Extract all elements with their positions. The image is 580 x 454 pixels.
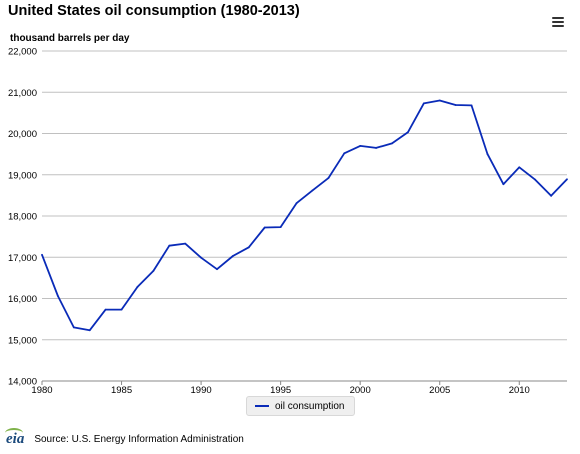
legend-item-oil-consumption[interactable]: oil consumption	[246, 396, 356, 416]
data-point	[343, 152, 346, 155]
y-tick-label: 17,000	[8, 253, 37, 264]
data-point	[41, 253, 43, 256]
data-point	[454, 104, 457, 106]
data-point	[295, 202, 298, 205]
data-point	[502, 183, 505, 186]
y-tick-label: 18,000	[8, 212, 37, 223]
chart-title: United States oil consumption (1980-2013…	[8, 3, 300, 19]
y-tick-label: 19,000	[8, 170, 37, 181]
x-tick-label: 2005	[429, 385, 450, 396]
data-point	[57, 295, 59, 297]
x-tick-label: 1985	[111, 385, 132, 396]
y-axis-label: thousand barrels per day	[10, 33, 130, 44]
data-point	[438, 99, 441, 102]
data-point	[72, 326, 75, 329]
data-point	[136, 286, 139, 288]
footer: eia Source: U.S. Energy Information Admi…	[4, 428, 244, 448]
menu-bar-3	[552, 25, 564, 27]
legend-label: oil consumption	[275, 400, 345, 412]
data-point	[216, 268, 218, 271]
data-point	[375, 147, 377, 149]
data-point	[391, 142, 393, 145]
menu-bar-1	[552, 17, 564, 19]
menu-bar-2	[552, 21, 564, 23]
data-point	[327, 177, 330, 179]
data-point	[152, 269, 155, 272]
x-tick-label: 1980	[31, 385, 52, 396]
data-point	[311, 189, 314, 192]
y-tick-label: 20,000	[8, 129, 37, 140]
data-point	[200, 256, 202, 259]
data-point	[422, 102, 425, 105]
x-tick-label: 1990	[191, 385, 212, 396]
data-point	[279, 226, 282, 229]
data-point	[247, 246, 250, 249]
y-tick-label: 22,000	[8, 47, 37, 58]
hamburger-menu-icon[interactable]	[552, 17, 564, 28]
data-point	[566, 178, 568, 181]
series-line-oil-consumption	[41, 99, 568, 332]
y-tick-label: 15,000	[8, 335, 37, 346]
legend-swatch	[255, 405, 269, 407]
data-point	[184, 242, 187, 245]
data-point	[263, 226, 266, 229]
eia-logo: eia	[4, 428, 25, 447]
x-tick-label: 1995	[270, 385, 291, 396]
y-tick-label: 16,000	[8, 294, 37, 305]
data-point	[470, 104, 473, 107]
data-point	[120, 308, 123, 311]
data-point	[407, 131, 409, 134]
data-point	[88, 329, 91, 332]
data-point	[232, 255, 234, 257]
data-point	[550, 194, 552, 197]
data-point	[534, 178, 537, 181]
y-tick-label: 21,000	[8, 88, 37, 99]
y-tick-label: 14,000	[8, 377, 37, 388]
data-point	[359, 144, 362, 147]
x-tick-label: 2000	[350, 385, 371, 396]
data-point	[104, 308, 107, 311]
source-note: Source: U.S. Energy Information Administ…	[34, 434, 244, 445]
x-tick-label: 2010	[509, 385, 530, 396]
data-point	[168, 244, 171, 247]
data-point	[486, 153, 489, 156]
data-point	[518, 166, 521, 169]
